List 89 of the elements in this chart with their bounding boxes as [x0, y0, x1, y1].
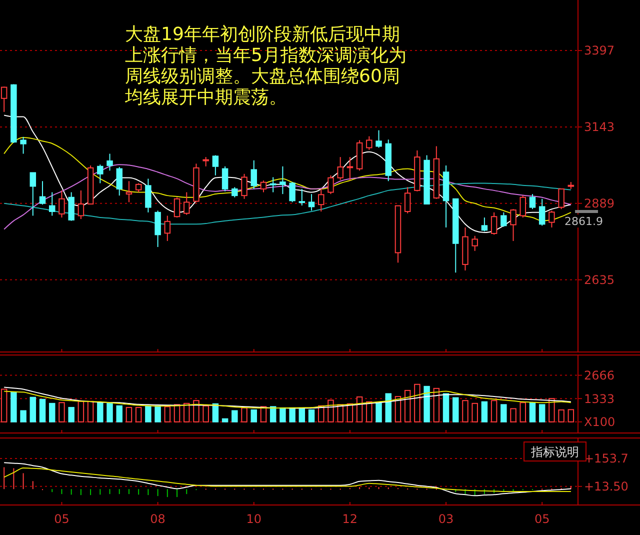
bar — [356, 396, 363, 422]
bar — [78, 400, 84, 422]
bar — [538, 404, 546, 422]
bar — [0, 388, 8, 422]
y-tick-label: X100 — [584, 415, 616, 430]
candlestick — [250, 160, 257, 190]
x-tick-label: 12 — [342, 512, 358, 526]
bar — [97, 402, 104, 422]
bar — [442, 393, 450, 422]
bar — [558, 409, 564, 422]
bar — [385, 393, 392, 422]
bar — [135, 406, 142, 422]
line-series — [4, 462, 572, 496]
bar — [154, 405, 161, 422]
bar — [212, 403, 219, 422]
bar — [20, 410, 26, 422]
bar — [193, 400, 200, 422]
candlestick — [164, 215, 171, 242]
y-tick-label: 2889 — [584, 196, 615, 211]
bar — [145, 405, 152, 422]
bar — [520, 402, 526, 422]
bar — [58, 402, 65, 422]
x-tick-label: 05 — [54, 512, 70, 526]
candlestick — [280, 166, 286, 195]
bar — [394, 396, 402, 422]
bar — [510, 408, 516, 422]
candlestick — [462, 226, 468, 271]
bar — [568, 409, 574, 422]
bar — [289, 407, 296, 422]
candlestick — [145, 178, 152, 213]
bar — [529, 402, 536, 422]
bar — [328, 400, 334, 422]
bar — [462, 400, 468, 422]
candlestick — [346, 156, 354, 182]
bar — [232, 410, 238, 422]
bar — [280, 407, 286, 422]
bar — [376, 402, 382, 422]
y-tick-label: 3397 — [584, 44, 615, 58]
bar — [298, 407, 306, 422]
x-tick-label: 10 — [246, 512, 262, 526]
y-tick-label: 2635 — [584, 272, 615, 287]
bar — [87, 400, 94, 422]
bar — [260, 406, 267, 422]
bar — [548, 398, 555, 422]
bar — [174, 404, 180, 422]
bar — [106, 402, 113, 422]
bar — [30, 396, 36, 422]
x-tick-label: 08 — [150, 512, 166, 526]
bar — [490, 400, 498, 422]
candlestick — [442, 164, 450, 228]
candlestick — [126, 180, 132, 203]
bar — [414, 384, 420, 422]
bar — [308, 409, 315, 422]
line-series — [4, 390, 572, 409]
bar — [39, 398, 46, 422]
annotation: 大盘19年年初创阶段新低后现中期上涨行情，当年5月指数深调演化为周线级别调整。大盘总体围绕60周均线展开中期震荡。 — [124, 24, 406, 108]
annotation: 指标说明 — [530, 445, 579, 460]
y-tick-label: +13.50 — [584, 480, 628, 494]
ref-line-label: 2861.9 — [564, 214, 603, 228]
candlestick — [78, 190, 84, 220]
y-tick-label: +153.7 — [584, 452, 628, 466]
bar — [202, 405, 209, 422]
bar — [433, 388, 440, 422]
y-tick-label: 3143 — [584, 120, 615, 134]
bar — [452, 397, 459, 422]
bar — [116, 405, 122, 422]
bar — [424, 386, 430, 422]
bar — [472, 402, 478, 422]
bar — [164, 406, 171, 422]
bar — [10, 392, 17, 422]
bar — [366, 401, 372, 422]
bar — [404, 390, 411, 422]
bar — [222, 418, 228, 422]
x-tick-label: 03 — [438, 512, 454, 526]
bar — [481, 401, 488, 422]
line-series — [4, 468, 572, 492]
bar — [126, 406, 132, 422]
bar — [241, 407, 248, 422]
y-tick-label: 1333 — [584, 392, 615, 406]
bar — [68, 406, 74, 422]
bar — [49, 402, 56, 422]
y-tick-label: 2666 — [584, 368, 615, 382]
bar — [500, 404, 507, 422]
x-tick-label: 05 — [534, 512, 550, 526]
candlestick — [106, 153, 113, 172]
bar — [250, 409, 257, 422]
bar — [184, 402, 190, 422]
line-series — [4, 386, 572, 409]
bar — [270, 406, 276, 422]
